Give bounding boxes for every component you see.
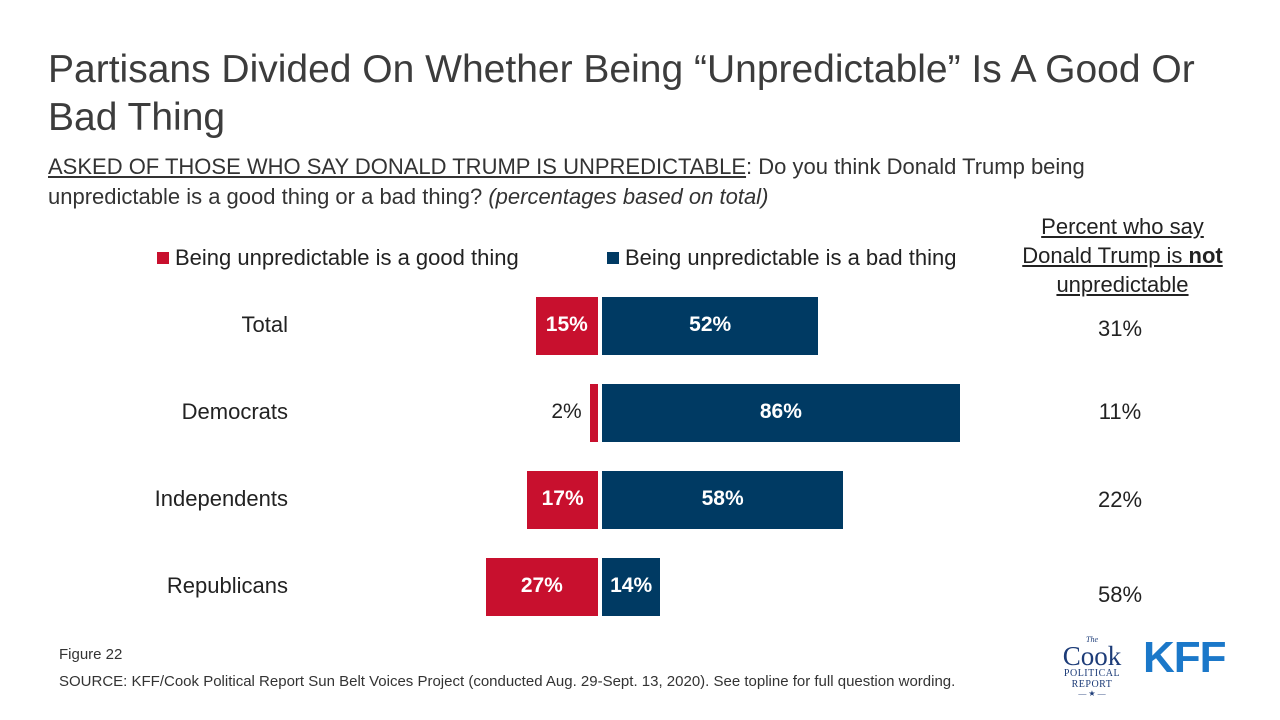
kff-logo: KFF	[1143, 633, 1227, 682]
bar-label-bad: 52%	[689, 313, 732, 336]
bar-good	[527, 471, 598, 529]
question-lead: ASKED OF THOSE WHO SAY DONALD TRUMP IS U…	[48, 154, 747, 179]
star-icon: — ★ —	[1078, 689, 1106, 698]
cook-logo-line2: REPORT	[1071, 679, 1113, 690]
header-pre: Percent who say Donald Trump is	[1022, 214, 1204, 268]
bar-label-good: 17%	[541, 487, 584, 510]
not-unpredictable-value: 11%	[1098, 399, 1142, 424]
bar-label-good: 2%	[551, 400, 582, 423]
not-unpredictable-value: 31%	[1097, 316, 1143, 341]
question-note: (percentages based on total)	[488, 184, 769, 209]
cook-logo-line1: POLITICAL	[1063, 668, 1121, 679]
bar-bad	[602, 558, 661, 616]
legend-label-bad: Being unpredictable is a bad thing	[625, 245, 957, 270]
bar-good	[485, 558, 598, 616]
bar-label-bad: 58%	[701, 487, 744, 510]
not-unpredictable-value: 58%	[1097, 582, 1143, 607]
bar-bad	[602, 471, 844, 529]
bar-good	[535, 297, 598, 355]
cook-logo-the: The	[1086, 635, 1098, 644]
category-label: Republicans	[166, 573, 288, 598]
bar-label-good: 15%	[545, 313, 588, 336]
bar-bad	[602, 297, 819, 355]
page-title: Partisans Divided On Whether Being “Unpr…	[48, 48, 1195, 139]
question-text: ASKED OF THOSE WHO SAY DONALD TRUMP IS U…	[48, 152, 1218, 212]
category-label: Total	[241, 312, 288, 337]
header-post: unpredictable	[1056, 272, 1189, 297]
question-body: : Do you think Donald Trump being unpred…	[48, 154, 1085, 209]
legend-bad: Being unpredictable is a bad thing	[607, 244, 956, 272]
figure-number: Figure 22	[59, 646, 123, 663]
bar-label-bad: 86%	[759, 400, 802, 423]
legend-swatch-bad	[607, 252, 619, 264]
legend-label-good: Being unpredictable is a good thing	[175, 245, 519, 270]
header-bold: not	[1188, 243, 1223, 268]
category-label: Independents	[154, 486, 288, 511]
source-note: SOURCE: KFF/Cook Political Report Sun Be…	[59, 673, 956, 690]
legend-good: Being unpredictable is a good thing	[157, 244, 519, 272]
cook-political-report-logo: The Cook POLITICAL REPORT — ★ —	[1054, 636, 1130, 700]
bar-label-good: 27%	[520, 574, 563, 597]
not-unpredictable-header: Percent who say Donald Trump is not unpr…	[1010, 212, 1235, 299]
bar-good	[589, 384, 598, 442]
bar-bad	[602, 384, 960, 442]
not-unpredictable-value: 22%	[1097, 487, 1143, 512]
legend-swatch-good	[157, 252, 169, 264]
bar-label-bad: 14%	[610, 574, 653, 597]
category-label: Democrats	[181, 399, 288, 424]
cook-logo-name: Cook	[1062, 641, 1122, 671]
